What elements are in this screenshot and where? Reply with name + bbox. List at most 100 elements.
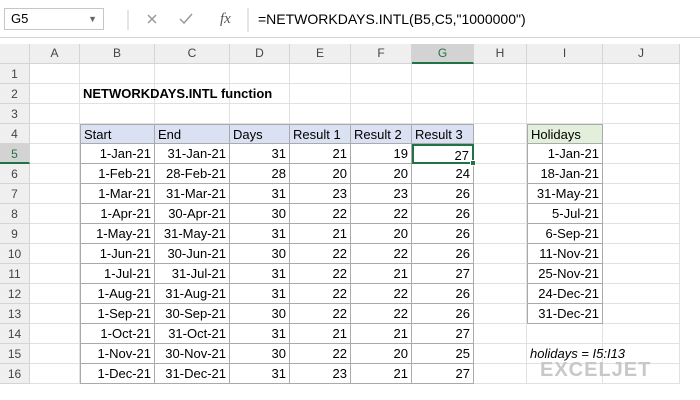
column-header[interactable]: I (527, 44, 603, 64)
table-cell[interactable]: 20 (351, 224, 412, 244)
table-cell[interactable]: 22 (290, 264, 351, 284)
holiday-cell[interactable]: 25-Nov-21 (527, 264, 603, 284)
table-cell[interactable]: 1-Feb-21 (80, 164, 155, 184)
table-cell[interactable]: 1-Aug-21 (80, 284, 155, 304)
row-header[interactable]: 8 (0, 204, 30, 224)
column-header[interactable]: G (412, 44, 474, 64)
table-cell[interactable]: 22 (351, 204, 412, 224)
table-header[interactable]: End (155, 124, 230, 144)
row-header[interactable]: 7 (0, 184, 30, 204)
table-cell[interactable]: 21 (290, 224, 351, 244)
table-cell[interactable]: 23 (290, 364, 351, 384)
table-cell[interactable]: 30 (230, 344, 290, 364)
table-cell[interactable]: 20 (290, 164, 351, 184)
column-header[interactable]: D (230, 44, 290, 64)
table-cell[interactable]: 30 (230, 204, 290, 224)
table-cell[interactable]: 22 (290, 244, 351, 264)
row-header[interactable]: 10 (0, 244, 30, 264)
table-cell[interactable]: 31-Jul-21 (155, 264, 230, 284)
row-header[interactable]: 9 (0, 224, 30, 244)
select-all[interactable] (0, 44, 30, 64)
table-cell[interactable]: 1-Jan-21 (80, 144, 155, 164)
active-cell[interactable]: 27 (412, 144, 474, 164)
table-header[interactable]: Result 1 (290, 124, 351, 144)
table-cell[interactable]: 31 (230, 144, 290, 164)
holiday-cell[interactable]: 18-Jan-21 (527, 164, 603, 184)
row-header[interactable]: 1 (0, 64, 30, 84)
table-cell[interactable]: 22 (290, 284, 351, 304)
row-header[interactable]: 6 (0, 164, 30, 184)
table-cell[interactable]: 22 (290, 304, 351, 324)
table-cell[interactable]: 31 (230, 324, 290, 344)
table-cell[interactable]: 1-Sep-21 (80, 304, 155, 324)
row-header[interactable]: 13 (0, 304, 30, 324)
table-cell[interactable]: 26 (412, 184, 474, 204)
table-cell[interactable]: 30 (230, 304, 290, 324)
table-cell[interactable]: 28-Feb-21 (155, 164, 230, 184)
table-cell[interactable]: 22 (351, 244, 412, 264)
table-cell[interactable]: 21 (351, 364, 412, 384)
table-cell[interactable]: 26 (412, 284, 474, 304)
holiday-cell[interactable]: 1-Jan-21 (527, 144, 603, 164)
formula-text[interactable]: =NETWORKDAYS.INTL(B5,C5,"1000000") (258, 11, 526, 27)
table-header[interactable]: Start (80, 124, 155, 144)
table-cell[interactable]: 27 (412, 364, 474, 384)
table-cell[interactable]: 21 (290, 144, 351, 164)
holiday-cell[interactable]: 11-Nov-21 (527, 244, 603, 264)
table-cell[interactable]: 31-Oct-21 (155, 324, 230, 344)
range-note[interactable]: holidays = I5:I13 (530, 346, 626, 361)
row-header[interactable]: 4 (0, 124, 30, 144)
name-box[interactable]: G5 ▼ (4, 8, 104, 30)
table-header[interactable]: Days (230, 124, 290, 144)
table-cell[interactable]: 30 (230, 244, 290, 264)
column-header[interactable]: A (30, 44, 80, 64)
table-cell[interactable]: 25 (412, 344, 474, 364)
table-header[interactable]: Result 3 (412, 124, 474, 144)
table-cell[interactable]: 26 (412, 224, 474, 244)
table-cell[interactable]: 22 (290, 204, 351, 224)
table-cell[interactable]: 23 (351, 184, 412, 204)
column-header[interactable]: J (603, 44, 680, 64)
holiday-cell[interactable]: 31-Dec-21 (527, 304, 603, 324)
table-cell[interactable]: 1-Jul-21 (80, 264, 155, 284)
row-header[interactable]: 14 (0, 324, 30, 344)
table-cell[interactable]: 23 (290, 184, 351, 204)
enter-icon[interactable] (179, 13, 193, 25)
table-cell[interactable]: 30-Apr-21 (155, 204, 230, 224)
row-header[interactable]: 12 (0, 284, 30, 304)
holiday-cell[interactable]: 5-Jul-21 (527, 204, 603, 224)
table-cell[interactable]: 31 (230, 184, 290, 204)
table-cell[interactable]: 31 (230, 364, 290, 384)
table-cell[interactable]: 1-Jun-21 (80, 244, 155, 264)
row-header[interactable]: 11 (0, 264, 30, 284)
table-cell[interactable]: 28 (230, 164, 290, 184)
column-header[interactable]: C (155, 44, 230, 64)
table-cell[interactable]: 1-Nov-21 (80, 344, 155, 364)
table-cell[interactable]: 21 (290, 324, 351, 344)
table-cell[interactable]: 1-Mar-21 (80, 184, 155, 204)
table-cell[interactable]: 31-Aug-21 (155, 284, 230, 304)
table-cell[interactable]: 31-Mar-21 (155, 184, 230, 204)
fx-button[interactable]: fx (220, 11, 231, 27)
table-cell[interactable]: 24 (412, 164, 474, 184)
table-cell[interactable]: 26 (412, 304, 474, 324)
column-header[interactable]: B (80, 44, 155, 64)
table-cell[interactable]: 20 (351, 164, 412, 184)
table-cell[interactable]: 31 (230, 264, 290, 284)
table-cell[interactable]: 31 (230, 224, 290, 244)
table-cell[interactable]: 26 (412, 244, 474, 264)
table-cell[interactable]: 1-Dec-21 (80, 364, 155, 384)
row-header[interactable]: 5 (0, 144, 30, 164)
row-header[interactable]: 2 (0, 84, 30, 104)
cancel-icon[interactable] (147, 14, 157, 24)
table-cell[interactable]: 30-Sep-21 (155, 304, 230, 324)
table-cell[interactable]: 31 (230, 284, 290, 304)
table-cell[interactable]: 21 (351, 324, 412, 344)
holiday-cell[interactable]: 24-Dec-21 (527, 284, 603, 304)
table-cell[interactable]: 20 (351, 344, 412, 364)
table-cell[interactable]: 27 (412, 324, 474, 344)
table-cell[interactable]: 22 (351, 304, 412, 324)
table-header[interactable]: Result 2 (351, 124, 412, 144)
row-header[interactable]: 16 (0, 364, 30, 384)
table-cell[interactable]: 22 (290, 344, 351, 364)
